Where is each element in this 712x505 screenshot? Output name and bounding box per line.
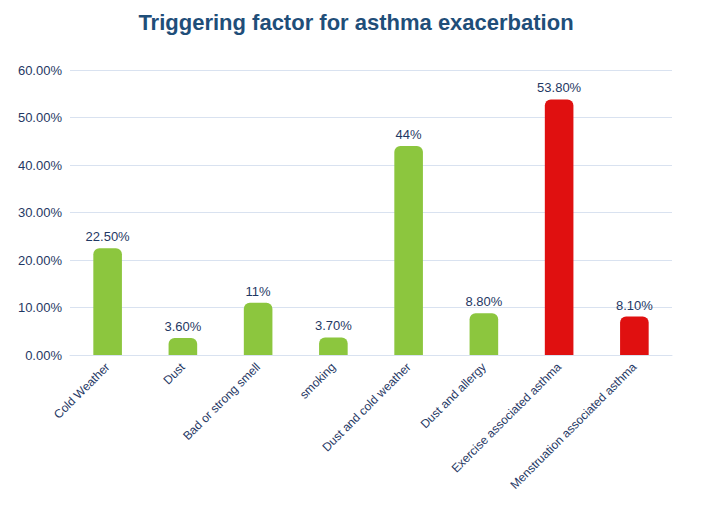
svg-text:Exercise associated asthma: Exercise associated asthma (448, 360, 565, 476)
svg-text:3.70%: 3.70% (315, 318, 352, 333)
svg-text:Dust: Dust (160, 360, 188, 388)
svg-text:smoking: smoking (297, 360, 338, 401)
svg-text:0.00%: 0.00% (25, 348, 62, 363)
svg-text:40.00%: 40.00% (18, 158, 63, 173)
svg-text:Menstruation associated asthma: Menstruation associated asthma (507, 360, 639, 492)
svg-text:11%: 11% (246, 284, 271, 299)
svg-text:Triggering factor for asthma e: Triggering factor for asthma exacerbatio… (138, 10, 573, 35)
svg-text:8.80%: 8.80% (465, 294, 502, 309)
svg-text:53.80%: 53.80% (537, 80, 582, 95)
svg-text:22.50%: 22.50% (86, 229, 131, 244)
svg-text:44%: 44% (396, 127, 422, 142)
svg-text:10.00%: 10.00% (18, 300, 63, 315)
svg-text:8.10%: 8.10% (616, 298, 653, 313)
svg-text:30.00%: 30.00% (18, 205, 63, 220)
svg-text:20.00%: 20.00% (18, 253, 63, 268)
svg-text:Cold Weather: Cold Weather (51, 360, 113, 422)
svg-text:60.00%: 60.00% (18, 63, 63, 78)
svg-text:Dust and cold weather: Dust and cold weather (319, 360, 413, 454)
svg-text:50.00%: 50.00% (18, 110, 63, 125)
svg-text:3.60%: 3.60% (164, 319, 201, 334)
svg-text:Dust and allergy: Dust and allergy (418, 360, 489, 431)
svg-text:Bad or strong smell: Bad or strong smell (180, 360, 263, 443)
